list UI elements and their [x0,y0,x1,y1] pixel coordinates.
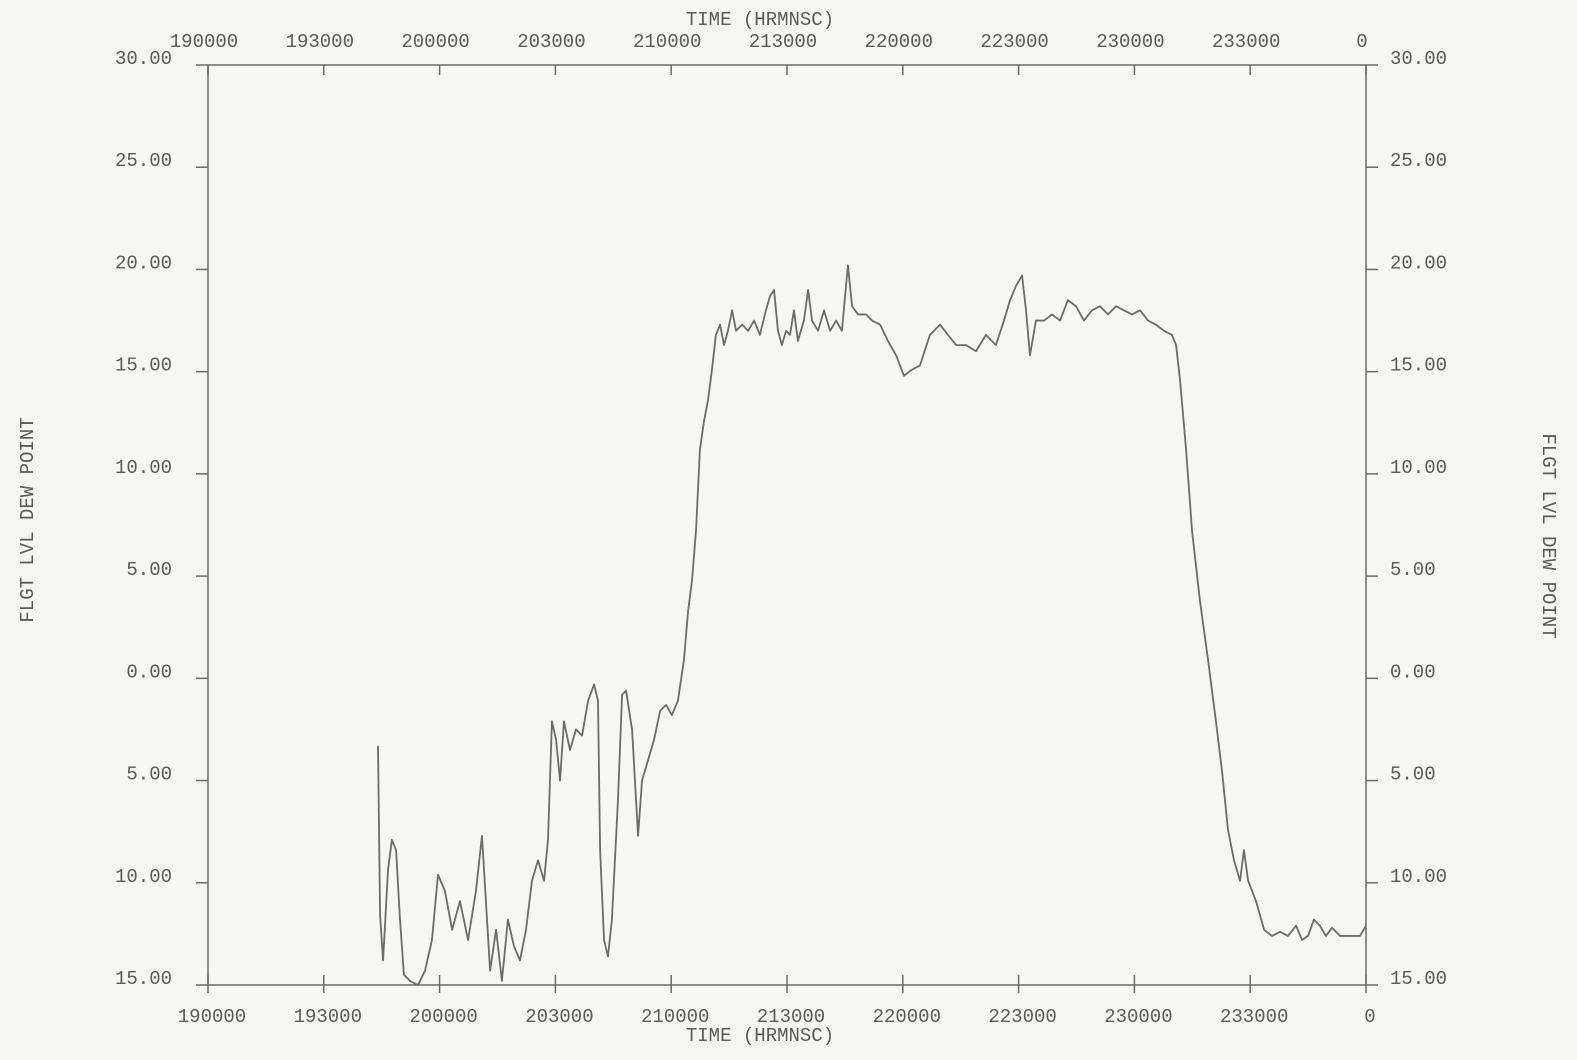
x-tick-label-top: 223000 [980,31,1048,53]
x-tick-label-top: 210000 [633,31,701,53]
y-tick-label-right: 15.00 [1390,355,1447,377]
y-tick-label-left: 5.00 [126,764,172,786]
y-tick-label-left: 30.00 [115,48,172,70]
y-tick-label-left: 15.00 [115,355,172,377]
x-tick-label-bottom: 190000 [178,1006,246,1028]
x-tick-label-top: 193000 [286,31,354,53]
y-tick-label-right: 10.00 [1390,457,1447,479]
x-tick-label-bottom: 0 [1364,1006,1375,1028]
x-tick-label-bottom: 203000 [525,1006,593,1028]
y-tick-label-left: 0.00 [126,661,172,683]
y-tick-label-left: 10.00 [115,866,172,888]
x-tick-label-top: 190000 [170,31,238,53]
y-tick-label-right: 25.00 [1390,150,1447,172]
x-tick-label-bottom: 193000 [294,1006,362,1028]
x-tick-label-top: 233000 [1212,31,1280,53]
x-tick-label-top: 203000 [517,31,585,53]
y-tick-label-right: 10.00 [1390,866,1447,888]
y-tick-label-left: 10.00 [115,457,172,479]
x-tick-label-top: 213000 [749,31,817,53]
y-tick-label-right: 5.00 [1390,764,1436,786]
x-tick-label-top: 200000 [401,31,469,53]
x-tick-label-top: 0 [1356,31,1367,53]
x-tick-label-bottom: 210000 [641,1006,709,1028]
y-axis-title-right: FLGT LVL DEW POINT [1537,433,1559,638]
data-line [377,264,1367,986]
x-tick-label-top: 230000 [1096,31,1164,53]
x-tick-label-bottom: 200000 [409,1006,477,1028]
y-tick-label-left: 15.00 [115,968,172,990]
y-tick-label-left: 5.00 [126,559,172,581]
x-tick-label-top: 220000 [865,31,933,53]
y-tick-label-right: 30.00 [1390,48,1447,70]
y-tick-label-right: 20.00 [1390,252,1447,274]
x-tick-label-bottom: 223000 [988,1006,1056,1028]
x-tick-label-bottom: 213000 [757,1006,825,1028]
x-tick-label-bottom: 220000 [873,1006,941,1028]
x-axis-title-bottom: TIME (HRMNSC) [686,1025,834,1047]
x-tick-label-bottom: 233000 [1220,1006,1288,1028]
y-tick-label-right: 15.00 [1390,968,1447,990]
y-tick-label-left: 25.00 [115,150,172,172]
y-tick-label-right: 5.00 [1390,559,1436,581]
x-axis-title-top: TIME (HRMNSC) [686,9,834,31]
y-tick-label-right: 0.00 [1390,661,1436,683]
x-tick-label-bottom: 230000 [1104,1006,1172,1028]
y-tick-label-left: 20.00 [115,252,172,274]
y-axis-title-left: FLGT LVL DEW POINT [17,417,39,622]
